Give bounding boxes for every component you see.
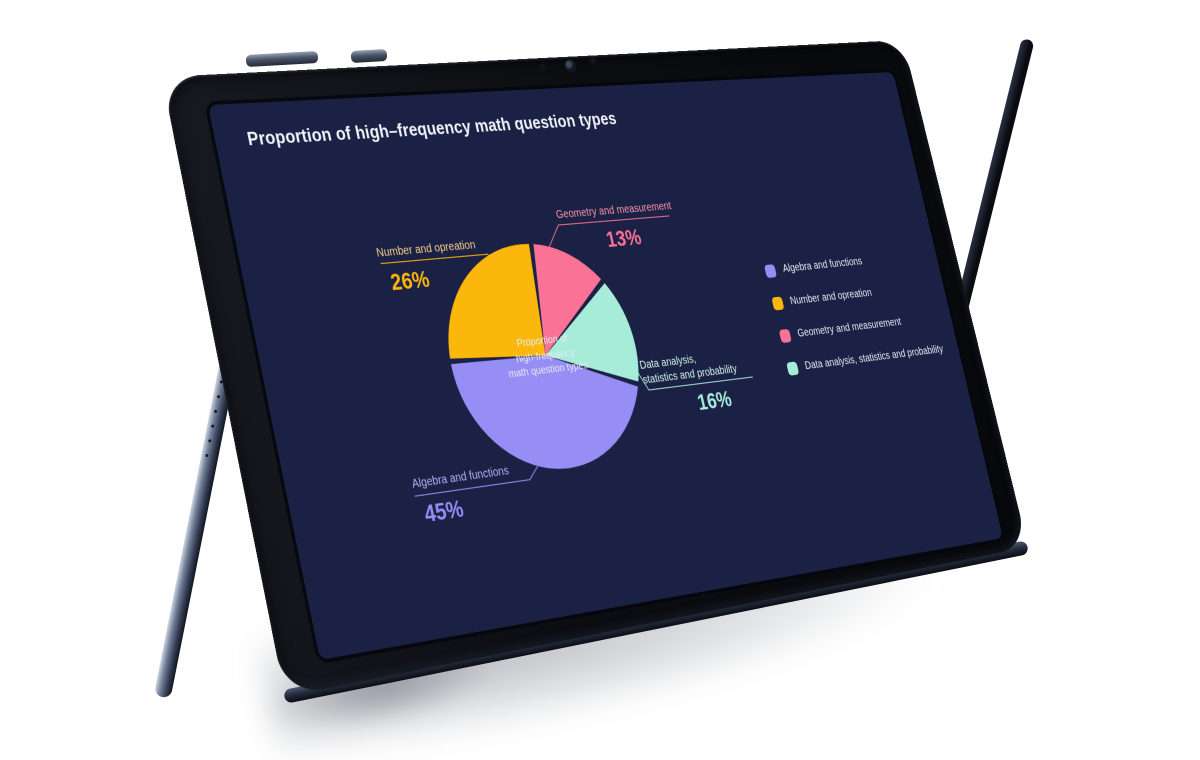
speaker-hole xyxy=(208,439,212,443)
slice-label-data: Data analysis, statistics and probabilit… xyxy=(638,348,746,424)
slice-label-geometry: Geometry and measurement 13% xyxy=(555,199,681,258)
power-button xyxy=(350,49,388,63)
legend-item-number: Number and opreation xyxy=(771,280,930,311)
legend-swatch-icon xyxy=(778,328,792,343)
donut-chart xyxy=(208,72,1003,660)
legend: Algebra and functions Number and opreati… xyxy=(763,249,945,376)
ambient-sensor-icon xyxy=(589,57,597,65)
ambient-sensor-icon xyxy=(539,63,546,70)
front-camera-icon xyxy=(563,59,578,73)
legend-swatch-icon xyxy=(786,360,800,376)
donut-slice-0 xyxy=(451,344,654,482)
speaker-hole xyxy=(205,453,209,458)
donut-slice-3 xyxy=(531,281,644,392)
slice-label-number: Number and opreation 26% xyxy=(375,238,485,298)
legend-swatch-icon xyxy=(771,295,785,311)
tablet-screen: Proportion of high–frequency math questi… xyxy=(208,72,1003,660)
slice-percent: 16% xyxy=(695,387,734,416)
volume-button xyxy=(245,50,319,68)
speaker-hole xyxy=(210,424,215,428)
donut-slice-1 xyxy=(427,243,553,367)
legend-label: Geometry and measurement xyxy=(796,316,903,340)
legend-swatch-icon xyxy=(763,263,777,278)
speaker-hole xyxy=(216,394,221,399)
speaker-hole xyxy=(213,409,218,414)
legend-label: Number and opreation xyxy=(788,287,873,308)
legend-item-geometry: Geometry and measurement xyxy=(778,311,938,343)
